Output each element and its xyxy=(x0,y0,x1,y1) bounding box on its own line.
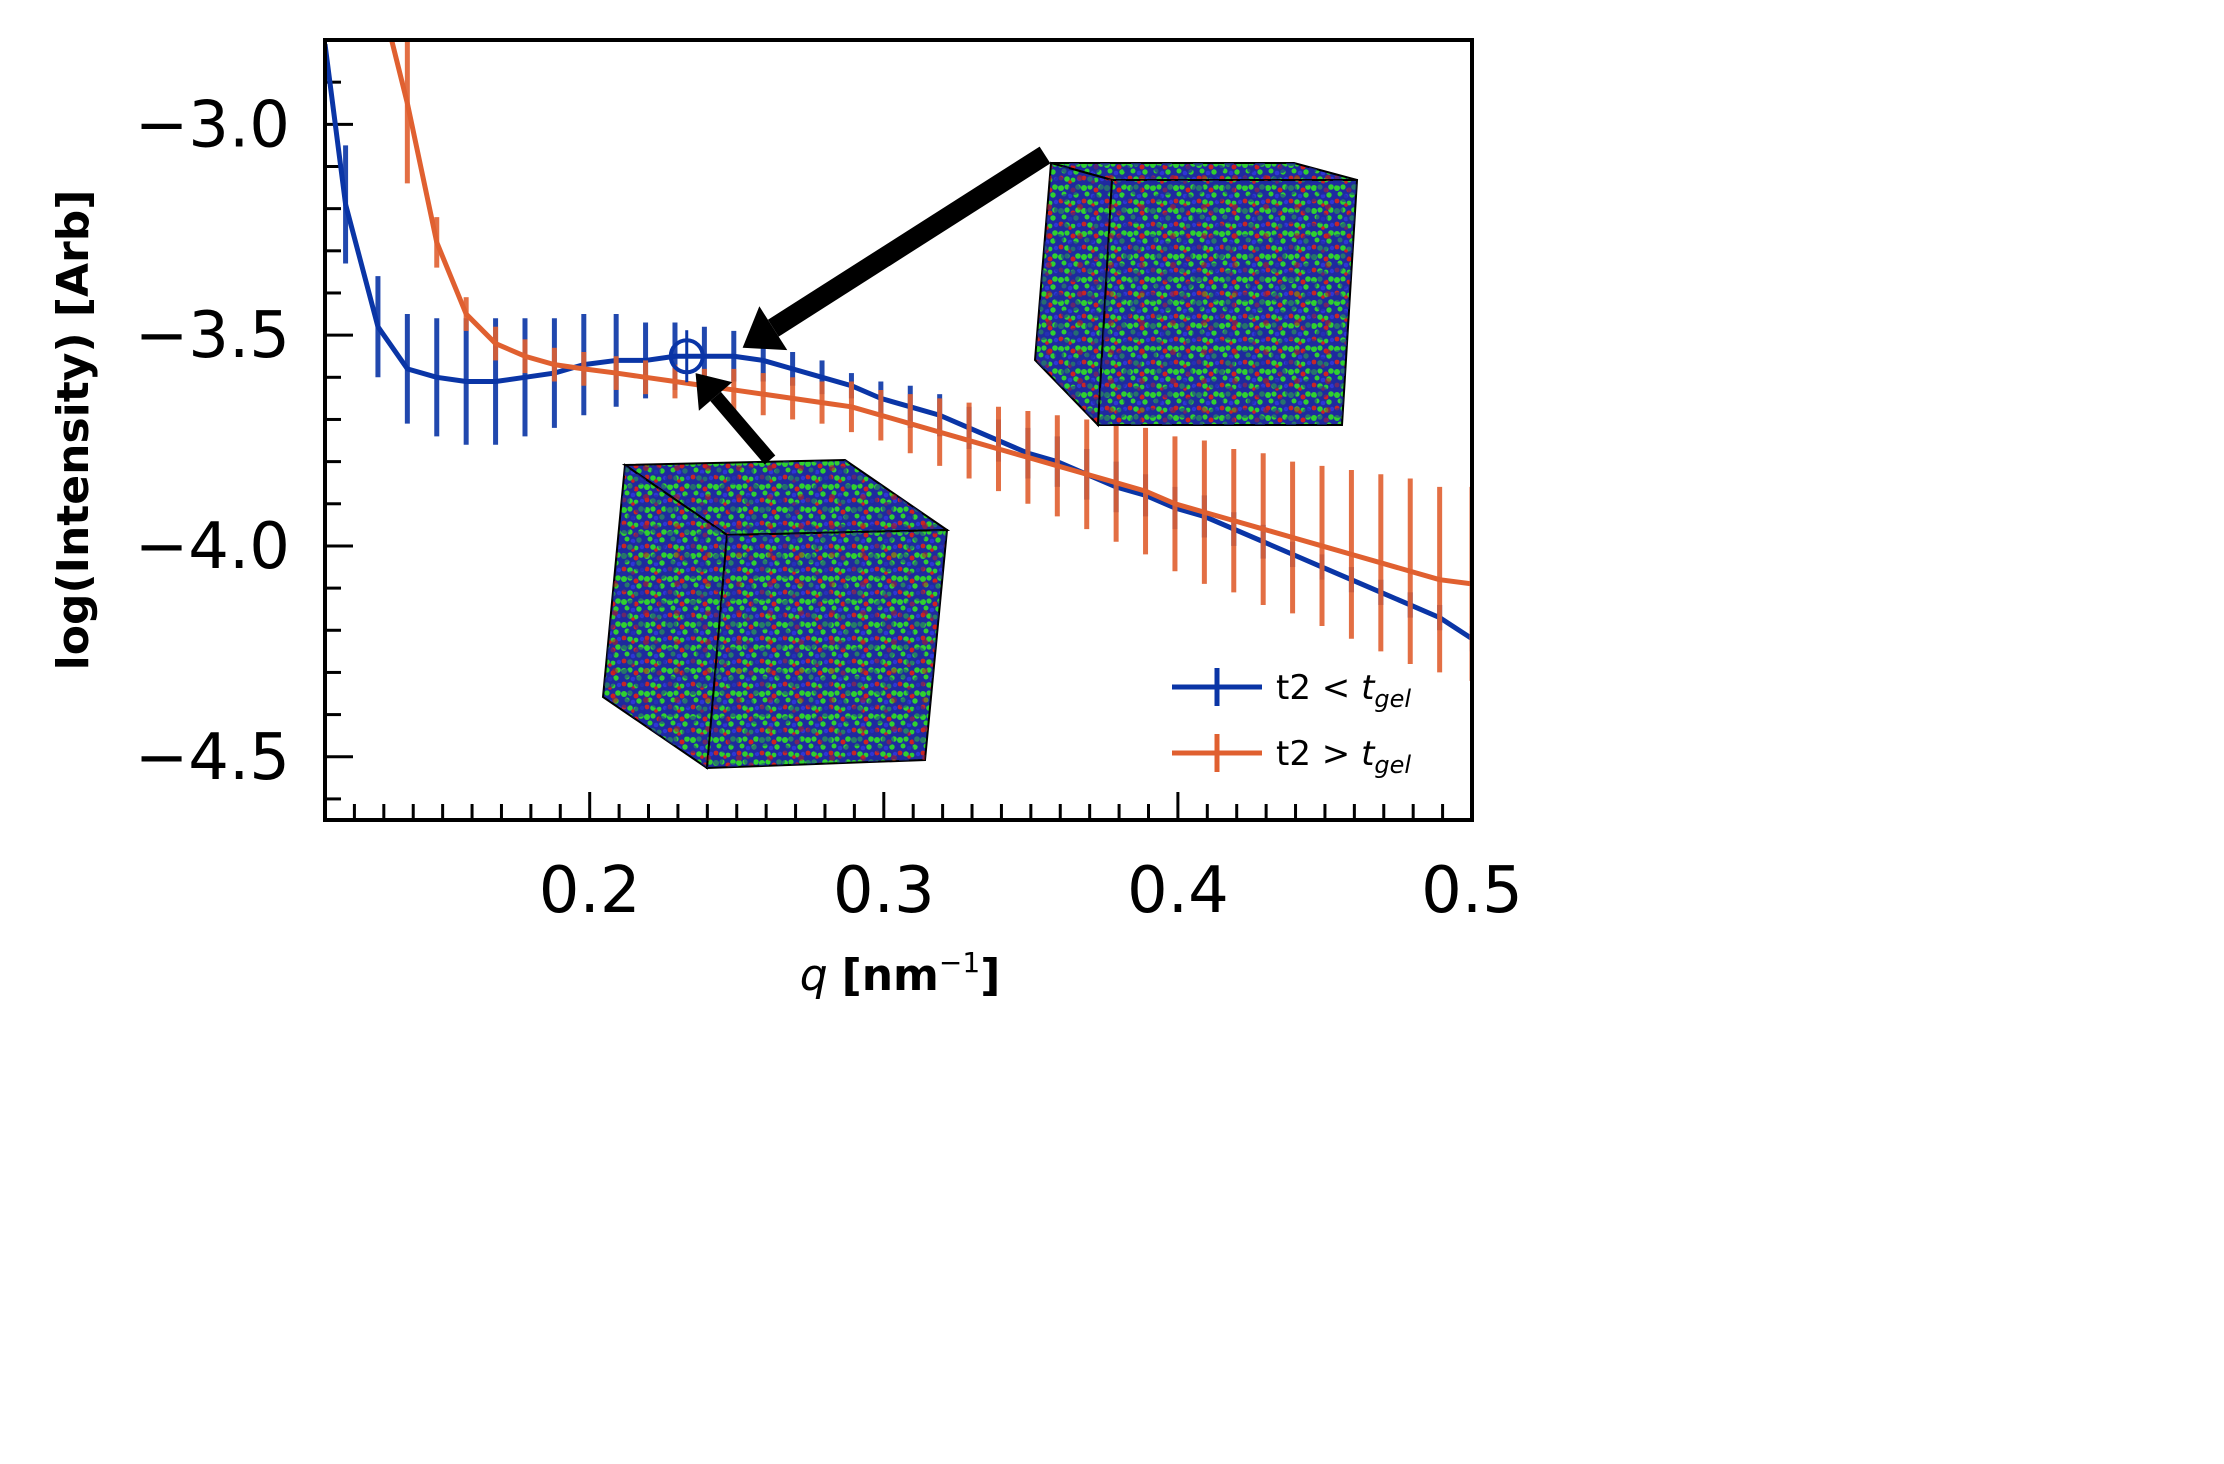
x-axis-label: q [nm−1] xyxy=(800,946,1001,1001)
y-tick-label: −4.5 xyxy=(135,721,290,795)
series-line xyxy=(389,40,1472,587)
gel-structure-snapshot-top xyxy=(1033,161,1359,428)
annotation-arrows xyxy=(695,146,1051,465)
x-tick-label: 0.4 xyxy=(1127,854,1229,928)
series-group xyxy=(325,40,1472,681)
y-tick-label: −3.5 xyxy=(135,299,290,373)
series-line xyxy=(325,43,1472,641)
x-tick-label: 0.2 xyxy=(539,854,641,928)
x-tick-label: 0.5 xyxy=(1421,854,1523,928)
legend: t2 < tgel t2 > tgel xyxy=(1172,668,1411,779)
arrow-to-top-inset xyxy=(742,146,1051,351)
y-tick-label: −3.0 xyxy=(135,88,290,162)
x-tick-label: 0.3 xyxy=(833,854,935,928)
gel-structure-snapshot-bottom xyxy=(601,458,951,770)
y-axis-label: log(Intensity) [Arb] xyxy=(48,190,99,671)
axis-ticks: 0.2 0.3 0.4 0.5 −3.0 −3.5 −4.0 −4.5 xyxy=(135,38,1523,928)
legend-label-series-2: t2 > tgel xyxy=(1276,734,1411,779)
highlight-marker xyxy=(668,330,705,383)
series-2 xyxy=(389,40,1472,681)
legend-label-series-1: t2 < tgel xyxy=(1276,668,1411,713)
axes-frame xyxy=(323,38,1474,822)
y-tick-label: −4.0 xyxy=(135,510,290,584)
arrow-to-bottom-inset xyxy=(695,373,776,465)
